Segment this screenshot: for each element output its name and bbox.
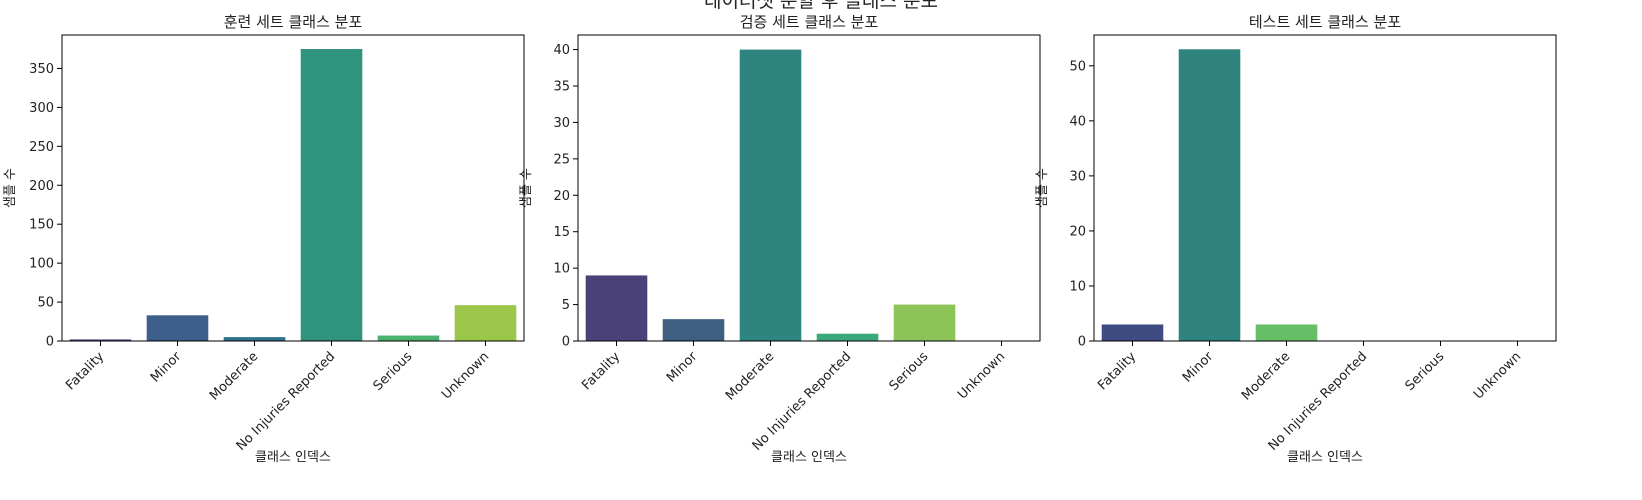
chart-panel-3: 테스트 세트 클래스 분포 0 10 20 30 40 50 Fatality Minor Mod… — [1035, 13, 1557, 465]
y-tick-label: 200 — [29, 179, 54, 194]
x-tick-label: Unknown — [439, 349, 492, 402]
y-axis-label: 샘플 수 — [1035, 168, 1050, 208]
bar-minor — [146, 315, 209, 341]
x-tick-label: Fatality — [63, 349, 107, 393]
panels: 훈련 세트 클래스 분포050100150200250300350Fatalit… — [3, 13, 1557, 465]
x-tick-label: Minor — [1180, 349, 1217, 386]
y-tick-label: 10 — [553, 262, 570, 277]
bar-moderate — [223, 337, 286, 341]
x-tick-label: Unknown — [1471, 349, 1524, 402]
figure-suptitle: 데이터셋 분할 후 클래스 분포 — [704, 0, 938, 12]
x-tick-label: Minor — [148, 349, 185, 386]
x-tick-label: Fatality — [1095, 349, 1139, 393]
x-tick-label: Fatality — [579, 349, 623, 393]
x-tick-label: Serious — [1403, 349, 1448, 394]
y-tick-label: 10 — [1069, 279, 1086, 294]
bar-minor — [1178, 49, 1241, 341]
axes-frame — [577, 34, 1041, 342]
panel-title: 테스트 세트 클래스 분포 — [1249, 13, 1402, 31]
x-axis-label: 클래스 인덱스 — [1287, 450, 1363, 465]
y-tick-label: 150 — [29, 218, 54, 233]
panel-title: 훈련 세트 클래스 분포 — [224, 13, 363, 31]
x-axis-label: 클래스 인덱스 — [771, 450, 847, 465]
bar-no-injuries-reported — [300, 49, 363, 342]
x-tick-label: Serious — [887, 349, 932, 394]
axes-frame — [1093, 34, 1557, 342]
x-tick-label: Unknown — [955, 349, 1008, 402]
y-tick-label: 50 — [37, 296, 54, 311]
y-tick-label: 40 — [553, 43, 570, 58]
y-tick-label: 30 — [553, 116, 570, 131]
y-axis-label: 샘플 수 — [519, 168, 534, 208]
x-tick-label: Moderate — [207, 349, 261, 403]
chart-panel-1: 훈련 세트 클래스 분포 0 50 100 150 200 250 300 350 Fatalit… — [3, 13, 525, 465]
x-tick-label: Moderate — [723, 349, 777, 403]
bar-unknown — [454, 305, 517, 341]
y-tick-label: 50 — [1069, 59, 1086, 74]
bar-moderate — [1255, 324, 1318, 341]
y-tick-label: 0 — [1078, 335, 1086, 350]
bar-minor — [662, 319, 725, 341]
x-tick-label: Minor — [664, 349, 701, 386]
axes-frame — [61, 34, 525, 342]
y-tick-label: 5 — [562, 298, 570, 313]
bar-no-injuries-reported — [816, 333, 879, 341]
x-tick-label: Serious — [371, 349, 416, 394]
y-tick-label: 300 — [29, 101, 54, 116]
y-tick-label: 30 — [1069, 169, 1086, 184]
y-tick-label: 35 — [553, 80, 570, 95]
y-tick-label: 0 — [46, 335, 54, 350]
bar-serious — [893, 304, 956, 341]
y-axis-label: 샘플 수 — [3, 168, 18, 208]
panel-title: 검증 세트 클래스 분포 — [740, 13, 879, 31]
bar-fatality — [1101, 324, 1164, 341]
x-axis-label: 클래스 인덱스 — [255, 450, 331, 465]
y-tick-label: 350 — [29, 62, 54, 77]
chart-panel-2: 검증 세트 클래스 분포 0 5 10 15 20 25 30 35 40 Fatality Mino… — [519, 13, 1041, 465]
bar-moderate — [739, 49, 802, 341]
y-tick-label: 20 — [1069, 224, 1086, 239]
bar-fatality — [585, 275, 648, 341]
y-tick-label: 0 — [562, 335, 570, 350]
bar-serious — [377, 335, 440, 341]
y-tick-label: 40 — [1069, 114, 1086, 129]
y-tick-label: 20 — [553, 189, 570, 204]
x-tick-label: Moderate — [1239, 349, 1293, 403]
y-tick-label: 15 — [553, 225, 570, 240]
y-tick-label: 25 — [553, 152, 570, 167]
bar-fatality — [69, 339, 132, 341]
y-tick-label: 100 — [29, 257, 54, 272]
y-tick-label: 250 — [29, 140, 54, 155]
